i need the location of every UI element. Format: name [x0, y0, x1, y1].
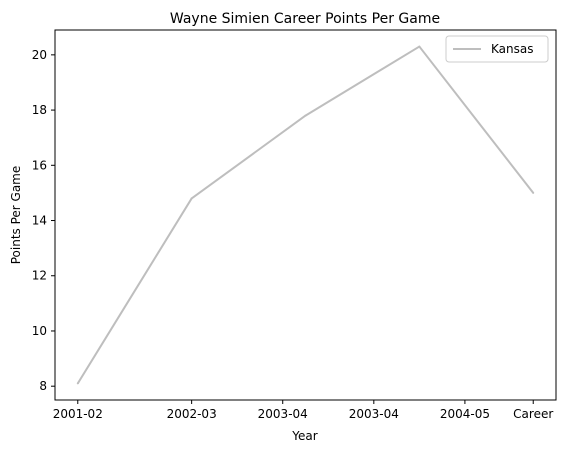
data-point: [76, 382, 79, 385]
x-tick-label: 2003-04: [258, 407, 308, 421]
y-tick-label: 18: [32, 103, 47, 117]
series-line-kansas: [76, 45, 535, 384]
x-tick-label: 2002-03: [167, 407, 217, 421]
legend-label-kansas: Kansas: [491, 42, 533, 56]
y-tick-label: 10: [32, 324, 47, 338]
y-tick-label: 20: [32, 48, 47, 62]
x-axis: 2001-02 2002-03 2003-04 2003-04 2004-05 Caree…: [53, 400, 553, 421]
y-tick-label: 8: [39, 379, 47, 393]
y-tick-label: 16: [32, 158, 47, 172]
chart-title: Wayne Simien Career Points Per Game: [170, 11, 440, 27]
x-axis-label: Year: [291, 429, 317, 443]
data-point: [532, 191, 535, 194]
series-layer: [76, 45, 535, 385]
x-tick-label: 2004-05: [440, 407, 490, 421]
legend: Kansas: [445, 35, 549, 63]
y-axis-label: Points Per Game: [9, 166, 23, 265]
x-tick-label: Career: [513, 407, 553, 421]
y-axis: 8 10 12 14 16 18 20: [32, 48, 55, 393]
x-tick-label: 2001-02: [53, 407, 103, 421]
y-tick-label: 14: [32, 214, 47, 228]
x-tick-label: 2003-04: [349, 407, 399, 421]
legend-box: [445, 35, 549, 63]
data-point: [418, 45, 421, 48]
data-point: [190, 197, 193, 200]
y-tick-label: 12: [32, 269, 47, 283]
plot-area: [54, 29, 557, 401]
data-point: [304, 114, 307, 117]
